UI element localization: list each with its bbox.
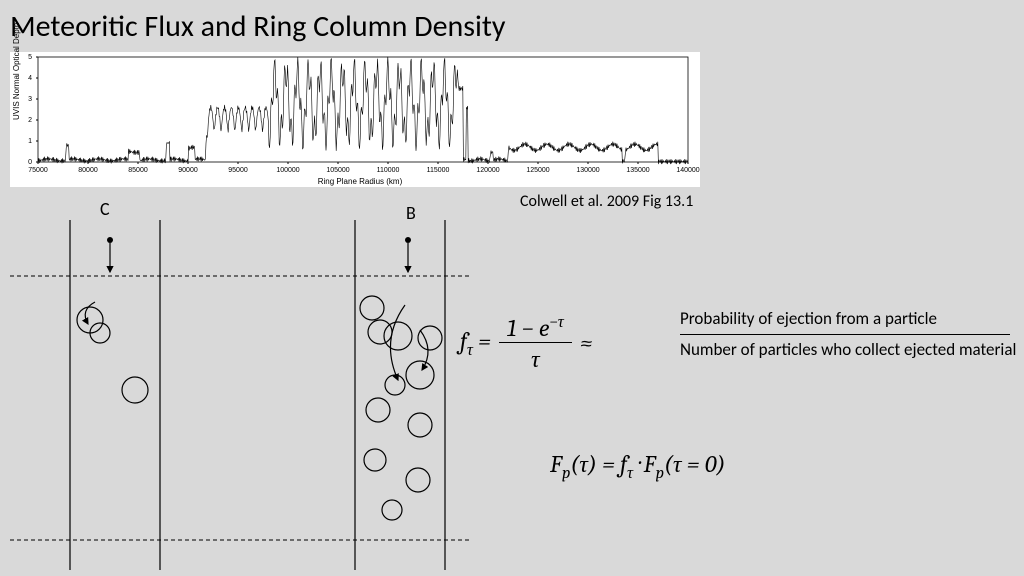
svg-text:4: 4 [28,75,32,82]
svg-text:80000: 80000 [78,167,98,174]
svg-text:75000: 75000 [28,167,48,174]
formula-area: fτ = 1 − e−τ τ ≈ Probability of ejection… [460,300,1020,560]
formula-fp: Fp(τ) = fτ · Fp(τ = 0) [550,450,725,483]
svg-text:85000: 85000 [128,167,148,174]
svg-text:3: 3 [28,96,32,103]
svg-text:110000: 110000 [377,167,400,174]
svg-text:115000: 115000 [427,167,450,174]
svg-text:5: 5 [28,54,32,61]
svg-text:90000: 90000 [178,167,198,174]
ring-label-b: B [406,202,416,224]
ring-label-c: C [100,198,110,220]
svg-text:2: 2 [28,117,32,124]
svg-text:0: 0 [28,159,32,166]
chart-ylabel: UVIS Normal Optical Depth [12,23,21,120]
svg-text:120000: 120000 [476,167,499,174]
page-title: Meteoritic Flux and Ring Column Density [10,8,506,45]
ring-diagram [40,230,460,570]
chart-citation: Colwell et al. 2009 Fig 13.1 [520,192,693,211]
svg-text:125000: 125000 [526,167,549,174]
svg-text:130000: 130000 [576,167,599,174]
optical-depth-chart: UVIS Normal Optical Depth 012345 7500080… [10,52,700,187]
formula-explain: Probability of ejection from a particle … [680,308,1020,361]
svg-text:100000: 100000 [276,167,299,174]
svg-text:95000: 95000 [228,167,248,174]
formula-ftau: fτ = 1 − e−τ τ ≈ [460,312,592,374]
chart-svg: 0 1 2 3 4 5 75000 80000 85000 90000 95000 100000 10… [10,52,700,187]
svg-text:1: 1 [28,138,32,145]
svg-text:105000: 105000 [326,167,349,174]
chart-xlabel: Ring Plane Radius (km) [318,177,403,186]
svg-text:135000: 135000 [626,167,649,174]
svg-text:140000: 140000 [676,167,699,174]
